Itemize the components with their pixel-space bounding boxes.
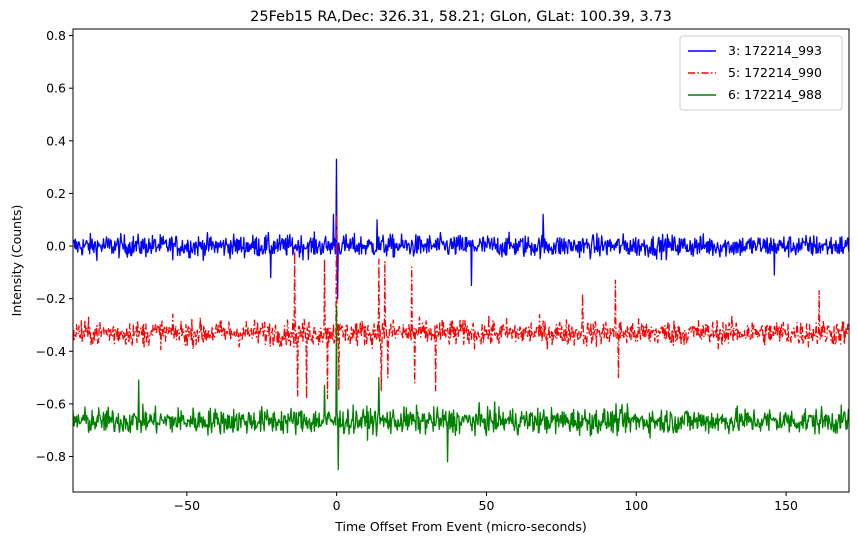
y-tick-label: −0.8 (36, 449, 66, 464)
legend: 3: 172214_993 5: 172214_990 6: 172214_98… (679, 35, 843, 111)
x-axis-label: Time Offset From Event (micro-seconds) (334, 519, 586, 534)
series-line-2 (73, 213, 849, 400)
legend-label-series-5: 5: 172214_990 (728, 65, 822, 80)
legend-box (679, 35, 843, 111)
series-line-3 (73, 305, 849, 471)
legend-label-series-6: 6: 172214_988 (728, 87, 822, 102)
y-tick-label: 0.4 (46, 133, 66, 148)
x-tick-label: 100 (624, 498, 648, 513)
y-tick-label: 0.2 (46, 186, 66, 201)
y-tick-label: 0.8 (46, 28, 66, 43)
y-tick-label: 0.0 (46, 239, 66, 254)
y-axis-label: Intensity (Counts) (9, 205, 24, 317)
y-tick-label: −0.4 (36, 344, 66, 359)
series-line-1 (73, 158, 849, 300)
x-tick-label: −50 (174, 498, 200, 513)
x-tick-label: 150 (774, 498, 798, 513)
chart-title: 25Feb15 RA,Dec: 326.31, 58.21; GLon, GLa… (250, 9, 672, 25)
y-tick-label: −0.2 (36, 291, 66, 306)
plot-frame (72, 28, 850, 493)
y-tick-label: −0.6 (36, 396, 66, 411)
y-tick-label: 0.6 (46, 81, 66, 96)
x-tick-label: 0 (333, 498, 341, 513)
plot-area (73, 158, 849, 471)
x-tick-label: 50 (479, 498, 495, 513)
legend-label-series-3: 3: 172214_993 (728, 43, 822, 58)
y-axis: −0.8 −0.6 −0.4 −0.2 0.0 0.2 0.4 0.6 0.8 (36, 28, 73, 464)
x-axis: −50 0 50 100 150 (174, 492, 798, 513)
